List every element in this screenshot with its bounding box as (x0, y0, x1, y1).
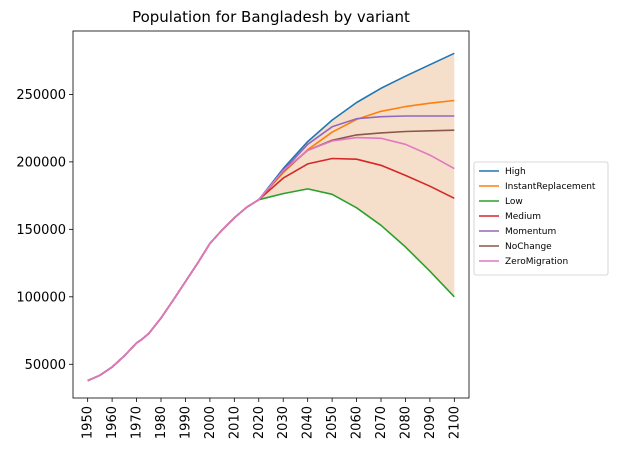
plot-frame (72, 30, 470, 399)
lines-layer (87, 52, 455, 382)
band-layer (258, 53, 455, 297)
legend-label: InstantReplacement (505, 182, 596, 192)
legend-label: High (505, 167, 526, 177)
chart-title: Population for Bangladesh by variant (132, 8, 410, 26)
legend-label: Low (505, 197, 523, 207)
x-tick-label: 2070 (374, 406, 389, 439)
legend: High InstantReplacement Low Medium Momentum N… (473, 161, 609, 276)
x-tick-label: 2080 (398, 406, 413, 439)
x-tick-label: 1950 (81, 406, 96, 439)
shaded-band (258, 53, 455, 297)
y-tick-label: 100000 (16, 290, 66, 305)
series-line-zeromigration (87, 136, 455, 382)
legend-label: ZeroMigration (505, 257, 568, 267)
x-tick-label: 2050 (325, 406, 340, 439)
x-tick-label: 2090 (423, 406, 438, 439)
x-tick-label: 2060 (350, 406, 365, 439)
x-tick-label: 2010 (227, 406, 242, 439)
x-tick-label: 1960 (105, 406, 120, 439)
legend-label: NoChange (505, 242, 552, 252)
x-tick-label: 2040 (301, 406, 316, 439)
y-tick-label: 250000 (16, 88, 66, 103)
legend-box (473, 161, 609, 276)
y-tick-label: 50000 (25, 358, 66, 373)
x-tick-label: 1970 (130, 406, 145, 439)
x-axis: 1950 1960 1970 1980 1990 2000 2010 2020 2030 2040… (81, 398, 462, 439)
legend-label: Momentum (505, 227, 556, 237)
y-tick-label: 200000 (16, 155, 66, 170)
y-axis: 50000 100000 150000 200000 250000 (16, 88, 73, 373)
x-tick-label: 1990 (178, 406, 193, 439)
x-tick-label: 2020 (252, 406, 267, 439)
y-tick-label: 150000 (16, 223, 66, 238)
x-tick-label: 2030 (276, 406, 291, 439)
legend-label: Medium (505, 212, 541, 222)
x-tick-label: 2100 (447, 406, 462, 439)
x-tick-label: 2000 (203, 406, 218, 439)
x-tick-label: 1980 (154, 406, 169, 439)
